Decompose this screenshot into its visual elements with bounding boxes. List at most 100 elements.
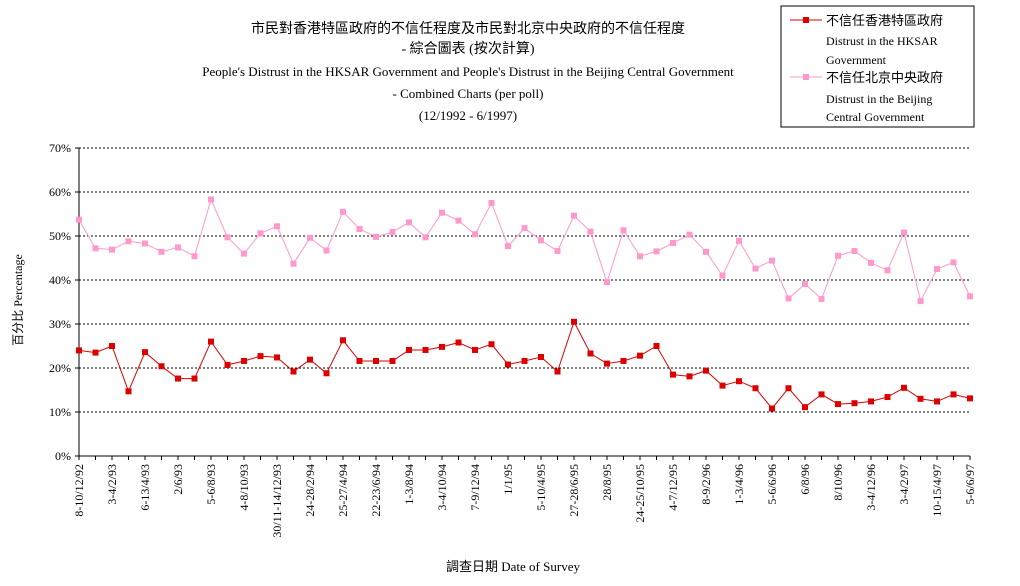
data-point-beijing xyxy=(340,208,346,215)
legend-marker-beijing xyxy=(803,74,809,80)
data-point-beijing xyxy=(917,298,924,305)
data-point-beijing xyxy=(587,228,594,235)
title-line-4: - Combined Charts (per poll) xyxy=(393,86,544,101)
data-point-beijing xyxy=(703,248,709,255)
data-point-beijing xyxy=(538,237,544,244)
y-tick-label: 60% xyxy=(49,185,71,199)
data-point-hksar xyxy=(224,361,231,368)
gridlines xyxy=(79,147,970,413)
y-tick-label: 30% xyxy=(49,317,71,331)
data-point-beijing xyxy=(142,240,148,247)
data-point-hksar xyxy=(373,357,379,364)
data-point-hksar xyxy=(307,356,313,363)
data-point-beijing xyxy=(505,243,511,250)
data-point-beijing xyxy=(406,219,412,226)
data-point-beijing xyxy=(670,240,676,247)
data-point-beijing xyxy=(191,253,198,260)
x-tick-label: 10-15/4/97 xyxy=(930,464,944,517)
x-tick-label: 8/10/96 xyxy=(831,464,845,501)
data-point-hksar xyxy=(851,400,858,407)
series-layer xyxy=(76,196,973,412)
data-point-hksar xyxy=(934,398,940,405)
data-point-hksar xyxy=(142,349,148,356)
y-tick-label: 50% xyxy=(49,229,71,243)
data-point-hksar xyxy=(670,371,676,378)
data-point-beijing xyxy=(637,253,643,260)
data-point-hksar xyxy=(917,395,924,402)
data-point-beijing xyxy=(835,252,841,259)
data-point-hksar xyxy=(389,357,396,364)
legend-label-beijing-1: 不信任北京中央政府 xyxy=(826,70,943,85)
data-point-hksar xyxy=(76,347,82,354)
data-point-hksar xyxy=(422,346,429,353)
data-point-beijing xyxy=(851,247,858,254)
title-line-1: 市民對香港特區政府的不信任程度及市民對北京中央政府的不信任程度 xyxy=(251,20,685,37)
x-tick-label: 4-7/12/95 xyxy=(666,464,680,511)
x-tick-label: 28/8/95 xyxy=(600,464,614,501)
data-point-hksar xyxy=(785,385,792,392)
x-tick-label: 27-28/6/95 xyxy=(567,464,581,517)
x-tick-label: 7-9/12/94 xyxy=(468,464,482,511)
series-line-hksar xyxy=(78,320,971,410)
data-point-beijing xyxy=(769,257,775,264)
data-point-beijing xyxy=(736,237,742,244)
x-tick-label: 22-23/6/94 xyxy=(369,464,383,517)
data-point-hksar xyxy=(637,352,643,359)
data-point-beijing xyxy=(785,295,792,302)
data-point-hksar xyxy=(472,346,478,353)
data-point-beijing xyxy=(455,217,462,224)
data-point-hksar xyxy=(769,405,775,412)
title-line-5: (12/1992 - 6/1997) xyxy=(419,108,517,123)
data-point-hksar xyxy=(967,395,973,402)
data-point-hksar xyxy=(703,367,709,374)
data-point-beijing xyxy=(323,247,330,254)
data-point-beijing xyxy=(818,295,825,302)
data-point-hksar xyxy=(323,370,330,377)
data-point-hksar xyxy=(455,339,462,346)
legend-box xyxy=(780,5,975,128)
data-point-hksar xyxy=(191,375,198,382)
data-point-hksar xyxy=(604,360,610,367)
data-point-hksar xyxy=(356,357,363,364)
x-tick-label: 24-28/2/94 xyxy=(303,464,317,517)
data-point-beijing xyxy=(686,231,693,238)
data-point-hksar xyxy=(868,398,874,405)
legend-label-hksar-3: Government xyxy=(826,53,887,67)
data-point-beijing xyxy=(653,248,660,255)
data-point-beijing xyxy=(620,227,627,234)
legend-label-hksar-1: 不信任香港特區政府 xyxy=(826,13,943,28)
data-point-hksar xyxy=(752,385,759,392)
y-tick-label: 10% xyxy=(49,405,71,419)
data-point-hksar xyxy=(587,350,594,357)
legend-marker-hksar xyxy=(803,17,809,23)
data-point-hksar xyxy=(340,337,346,344)
x-tick-label: 24-25/10/95 xyxy=(633,464,647,523)
x-tick-label: 3-4/2/93 xyxy=(105,464,119,505)
data-point-beijing xyxy=(241,250,247,257)
data-point-beijing xyxy=(92,245,99,252)
data-point-beijing xyxy=(208,196,214,203)
data-point-beijing xyxy=(389,229,396,236)
x-tick-label: 3-4/10/94 xyxy=(435,464,449,511)
data-point-hksar xyxy=(505,361,511,368)
data-point-hksar xyxy=(109,343,115,349)
x-tick-label: 3-4/12/96 xyxy=(864,464,878,511)
x-tick-label: 3-4/2/97 xyxy=(897,464,911,505)
data-point-beijing xyxy=(868,259,874,266)
data-point-beijing xyxy=(719,272,726,279)
y-tick-label: 0% xyxy=(55,449,71,463)
data-point-beijing xyxy=(175,244,181,251)
data-point-hksar xyxy=(175,375,181,382)
title-line-2: - 綜合圖表 (按次計算) xyxy=(402,41,535,57)
x-tick-label: 5-10/4/95 xyxy=(534,464,548,511)
data-point-hksar xyxy=(719,382,726,389)
data-point-beijing xyxy=(422,234,429,241)
data-point-beijing xyxy=(571,212,577,219)
series-beijing xyxy=(76,196,973,305)
data-point-beijing xyxy=(604,279,610,286)
data-point-beijing xyxy=(752,265,759,272)
data-point-hksar xyxy=(158,363,165,370)
data-point-beijing xyxy=(109,246,115,253)
data-point-beijing xyxy=(950,259,957,266)
data-point-hksar xyxy=(208,338,214,345)
